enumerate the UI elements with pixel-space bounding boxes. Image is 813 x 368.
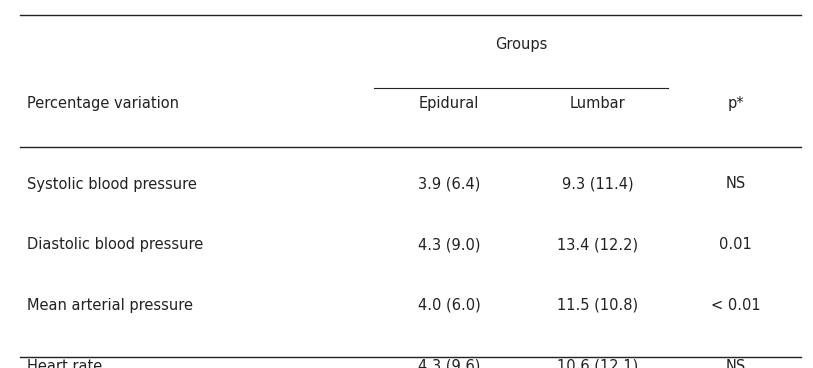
Text: Lumbar: Lumbar [570,96,625,110]
Text: < 0.01: < 0.01 [711,298,761,313]
Text: Groups: Groups [495,37,547,52]
Text: NS: NS [726,177,746,191]
Text: 9.3 (11.4): 9.3 (11.4) [562,177,633,191]
Text: 4.3 (9.6): 4.3 (9.6) [418,359,480,368]
Text: 13.4 (12.2): 13.4 (12.2) [557,237,638,252]
Text: Percentage variation: Percentage variation [27,96,179,110]
Text: Mean arterial pressure: Mean arterial pressure [27,298,193,313]
Text: NS: NS [726,359,746,368]
Text: Systolic blood pressure: Systolic blood pressure [27,177,197,191]
Text: 4.3 (9.0): 4.3 (9.0) [418,237,480,252]
Text: 11.5 (10.8): 11.5 (10.8) [557,298,638,313]
Text: Epidural: Epidural [419,96,480,110]
Text: Diastolic blood pressure: Diastolic blood pressure [27,237,203,252]
Text: 0.01: 0.01 [720,237,752,252]
Text: 10.6 (12.1): 10.6 (12.1) [557,359,638,368]
Text: Heart rate: Heart rate [27,359,102,368]
Text: 3.9 (6.4): 3.9 (6.4) [418,177,480,191]
Text: 4.0 (6.0): 4.0 (6.0) [418,298,480,313]
Text: p*: p* [728,96,744,110]
